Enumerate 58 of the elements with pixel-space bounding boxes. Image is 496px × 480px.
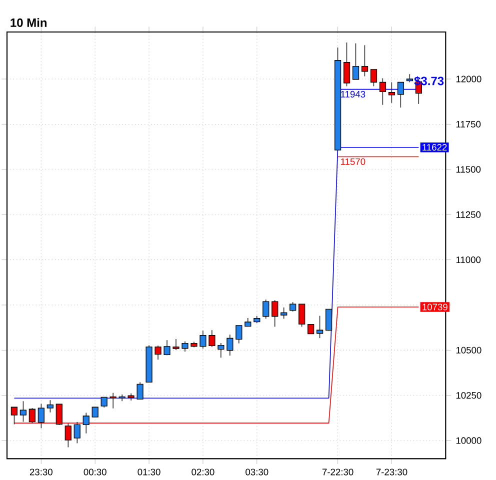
candlestick: [290, 302, 296, 312]
x-tick-label: 23:30: [30, 468, 52, 476]
candlestick: [208, 330, 216, 348]
candlestick: [110, 392, 116, 409]
candlestick: [280, 307, 288, 320]
candlestick: [388, 82, 396, 104]
candlestick: [100, 396, 108, 408]
y-tick-label: 10500: [456, 346, 482, 354]
candlestick: [298, 304, 306, 328]
x-tick-label: 7-23:30: [376, 468, 408, 476]
x-tick-label: 01:30: [138, 468, 160, 476]
y-tick-label: 11250: [456, 211, 481, 218]
candlestick: [38, 403, 44, 429]
candlestick: [379, 78, 386, 106]
x-tick-label: 00:30: [84, 468, 106, 476]
candlestick: [74, 422, 80, 444]
y-tick-label: 10000: [456, 437, 482, 444]
y-tick-label: 10250: [456, 392, 482, 399]
candlestick: [46, 400, 54, 413]
candlestick: [236, 325, 242, 344]
data-label: 11622: [422, 144, 447, 151]
candlestick: [64, 423, 72, 448]
candlestick: [182, 341, 188, 352]
y-tick-label: 11750: [456, 120, 481, 128]
data-label: 11943: [341, 90, 366, 98]
candlestick: [361, 44, 368, 77]
x-tick-label: 03:30: [246, 468, 268, 476]
candlestick: [200, 330, 206, 349]
candlestick: [397, 82, 404, 108]
y-tick-label: 12000: [456, 76, 482, 82]
candlestick: [343, 42, 350, 87]
candlestick: [226, 334, 234, 356]
candlestick: [370, 69, 378, 87]
candlestick: [308, 324, 314, 334]
candlestick: [10, 406, 18, 425]
candlestick: [326, 308, 332, 332]
chart-title: 10 Min: [10, 18, 47, 27]
x-tick-label: 7-22:30: [322, 468, 354, 476]
candlestick: [56, 404, 62, 426]
candlestick: [164, 340, 170, 356]
candlestick: [92, 406, 98, 418]
candlestick: [352, 43, 360, 80]
y-tick-label: 11500: [456, 166, 481, 173]
candlestick: [82, 412, 90, 434]
candlestick: [154, 345, 162, 360]
candlestick: [262, 299, 270, 320]
candlestick: [28, 408, 36, 424]
candlestick: [118, 394, 126, 402]
candlestick: [218, 342, 224, 358]
candlestick: [172, 338, 180, 350]
candlestick: [136, 382, 144, 400]
data-label: 10739: [422, 304, 448, 310]
candlestick: [272, 300, 278, 328]
candlestick: [128, 393, 134, 401]
candlestick: [20, 400, 26, 422]
y-tick-label: 11000: [456, 256, 481, 264]
data-label: 11570: [341, 158, 366, 165]
x-tick-label: 02:30: [192, 468, 214, 476]
